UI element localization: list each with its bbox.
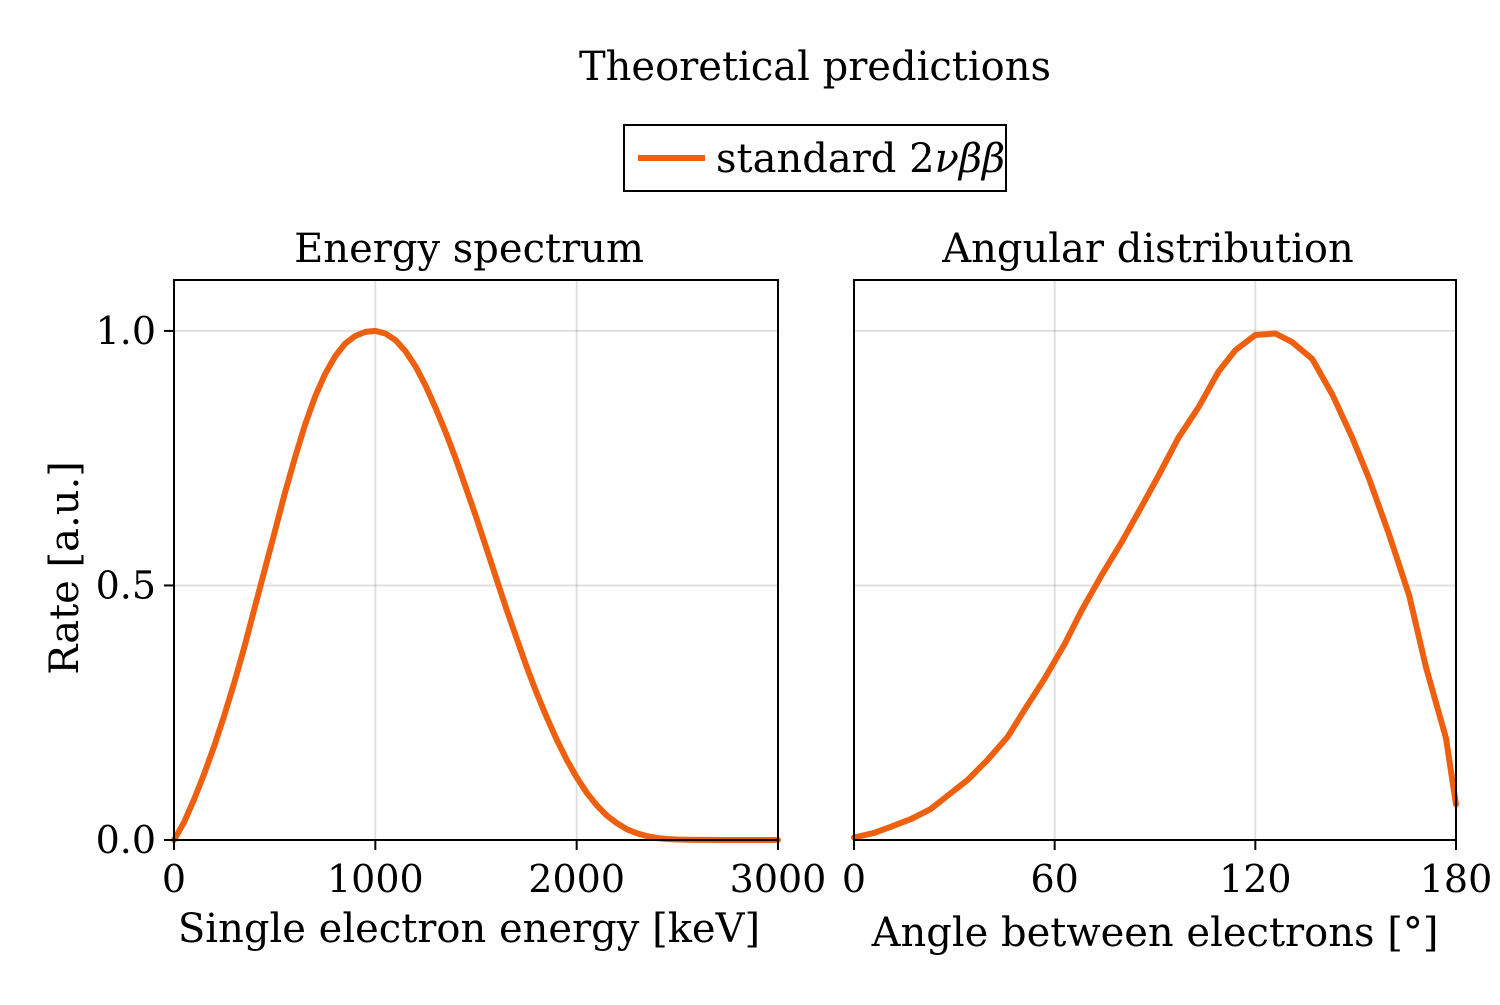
legend-label: standard 2νββ (716, 136, 1005, 182)
legend-label-math: νββ (935, 136, 1006, 182)
angular-x-tick-label: 120 (1219, 857, 1292, 901)
energy-x-tick-label: 3000 (730, 857, 827, 901)
energy-gridlines (174, 280, 778, 840)
energy-spectrum-panel: Energy spectrum 0 1000 2000 3000 0.0 0.5 1.0 S… (42, 226, 826, 952)
energy-x-tick-label: 1000 (327, 857, 424, 901)
energy-ticks: 0 1000 2000 3000 0.0 0.5 1.0 (96, 309, 827, 901)
figure-title: Theoretical predictions (579, 44, 1051, 90)
angular-x-axis-label: Angle between electrons [°] (871, 910, 1439, 956)
angular-x-tick-label: 60 (1030, 857, 1078, 901)
angular-gridlines (854, 280, 1456, 840)
energy-y-axis-label: Rate [a.u.] (42, 461, 88, 675)
energy-y-tick-label: 0.5 (96, 563, 156, 607)
energy-plot-frame (173, 279, 779, 841)
angular-ticks: 0 60 120 180 (842, 840, 1492, 901)
energy-y-tick-label: 1.0 (96, 309, 156, 353)
energy-x-tick-label: 2000 (528, 857, 625, 901)
legend: standard 2νββ (623, 124, 1007, 192)
angular-plot-frame (853, 279, 1457, 841)
energy-x-tick-label: 0 (162, 857, 186, 901)
angular-distribution-panel: Angular distribution 0 60 120 180 Angle bet… (842, 226, 1492, 956)
energy-x-axis-label: Single electron energy [keV] (178, 906, 760, 952)
energy-panel-title: Energy spectrum (294, 226, 644, 272)
legend-label-text: standard 2 (716, 136, 935, 182)
angular-x-tick-label: 180 (1420, 857, 1493, 901)
angular-series-line (851, 330, 1459, 841)
angular-x-tick-label: 0 (842, 857, 866, 901)
angular-panel-title: Angular distribution (941, 226, 1353, 272)
energy-y-tick-label: 0.0 (96, 818, 156, 862)
